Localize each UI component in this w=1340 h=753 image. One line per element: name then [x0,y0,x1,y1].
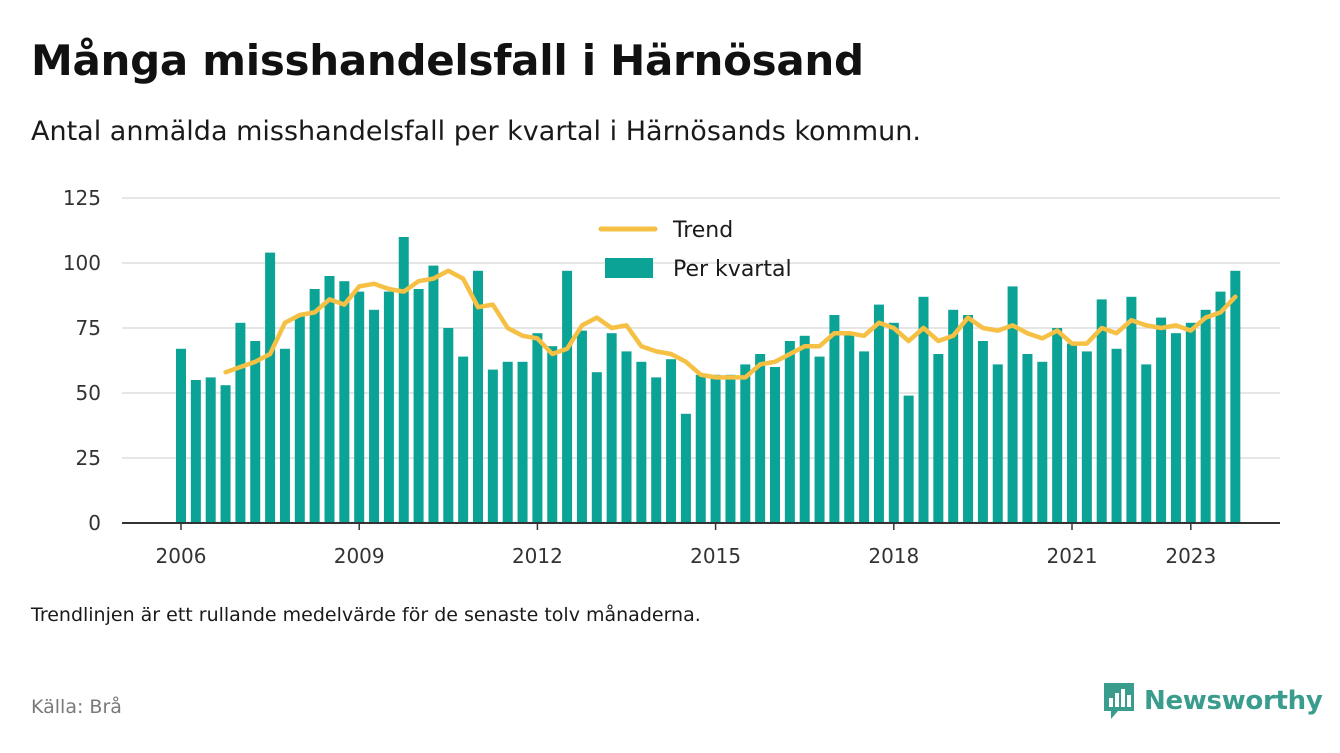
bar [591,372,602,523]
chart-note: Trendlinjen är ett rullande medelvärde f… [31,604,701,626]
bar [532,333,543,523]
bar [398,237,409,523]
bar [1215,291,1226,523]
bar [1156,317,1167,523]
bar [502,361,513,523]
y-tick-label: 50 [76,381,101,405]
bar [1096,299,1107,523]
bar [903,395,914,523]
bar [636,361,647,523]
bar [1081,351,1092,523]
x-tick-label: 2018 [868,544,919,568]
bar [176,348,186,523]
y-tick-label: 25 [76,446,101,470]
bar [265,252,276,523]
bar [829,315,840,523]
bar [1170,333,1181,523]
y-tick-label: 0 [88,511,101,535]
bar [279,348,290,523]
bar [309,289,320,523]
bar [651,377,662,523]
bar [740,364,751,523]
bar [977,341,988,523]
bar [562,270,573,523]
bar [1111,348,1122,523]
bar [755,354,766,523]
bar [428,265,439,523]
bar [1007,286,1018,523]
bar [190,380,201,523]
trend-line [223,268,1238,380]
y-tick-label: 75 [76,316,101,340]
bar [873,304,884,523]
bar [205,377,216,523]
bar [1022,354,1033,523]
bar [695,374,706,523]
bar [1052,328,1063,523]
legend-bars-label: Per kvartal [673,257,792,282]
bar [517,361,528,523]
bar [443,328,454,523]
chart: 0 25 50 75 100 125 2006 2009 2012 2015 2018 2021 202… [63,186,1280,568]
chart-title: Många misshandelsfall i Härnösand [31,36,864,85]
bar [844,333,855,523]
bar [1200,309,1211,523]
bar [547,346,558,523]
bar [383,291,394,523]
bar [1037,361,1048,523]
bar [487,369,498,523]
bar [784,341,795,523]
bar [710,374,721,523]
bar [606,333,617,523]
bar [963,315,974,523]
bar [1126,296,1137,523]
bar [413,289,424,523]
bar [458,356,469,523]
bar [1067,343,1077,523]
bar [250,341,261,523]
bar [220,385,231,523]
bar [1185,322,1196,523]
bar [770,367,780,523]
legend-trend-label: Trend [672,218,733,243]
bar [799,335,810,523]
bar [369,309,380,523]
y-tick-label: 100 [63,251,101,275]
x-tick-label: 2023 [1165,544,1216,568]
legend-bars-swatch [605,258,653,278]
bar [339,281,350,523]
bar [576,330,587,523]
bar [621,351,632,523]
x-tick-label: 2006 [156,544,207,568]
chart-source: Källa: Brå [31,696,122,718]
brand-logo: Newsworthy [1102,681,1323,721]
bar [354,291,365,523]
x-tick-label: 2021 [1047,544,1098,568]
x-tick-label: 2015 [690,544,741,568]
bar [725,374,736,523]
bar [888,322,899,523]
chart-subtitle: Antal anmälda misshandelsfall per kvarta… [31,116,921,147]
brand-name: Newsworthy [1144,686,1323,716]
bar [918,296,929,523]
bar [1141,364,1152,523]
bar [473,270,483,523]
bar [666,359,677,523]
x-tick-label: 2012 [512,544,563,568]
bar [933,354,944,523]
bar [324,276,335,523]
bar [235,322,246,523]
bar [948,309,959,523]
newsworthy-logo-icon [1104,683,1134,719]
bar [814,356,825,523]
bar [1230,270,1241,523]
bar [680,413,691,523]
bar [294,315,305,523]
bar [992,364,1003,523]
bar [859,351,870,523]
x-tick-label: 2009 [334,544,385,568]
y-tick-label: 125 [63,186,101,210]
